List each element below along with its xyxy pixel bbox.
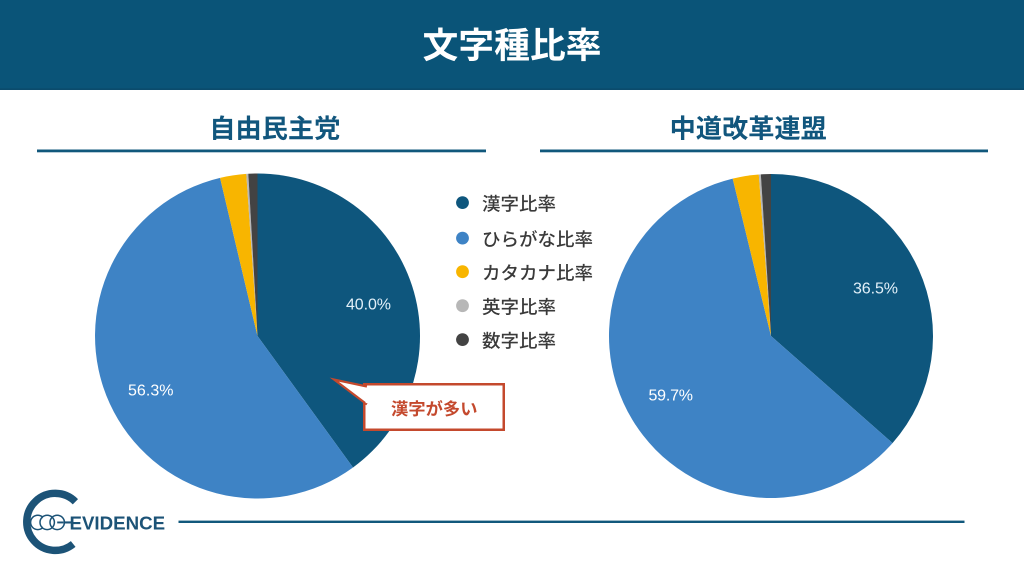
svg-text:59.7%: 59.7%	[649, 388, 694, 405]
svg-text:EVIDENCE: EVIDENCE	[70, 512, 166, 533]
svg-text:56.3%: 56.3%	[128, 383, 174, 400]
svg-text:40.0%: 40.0%	[346, 297, 391, 314]
svg-text:36.5%: 36.5%	[853, 281, 898, 298]
